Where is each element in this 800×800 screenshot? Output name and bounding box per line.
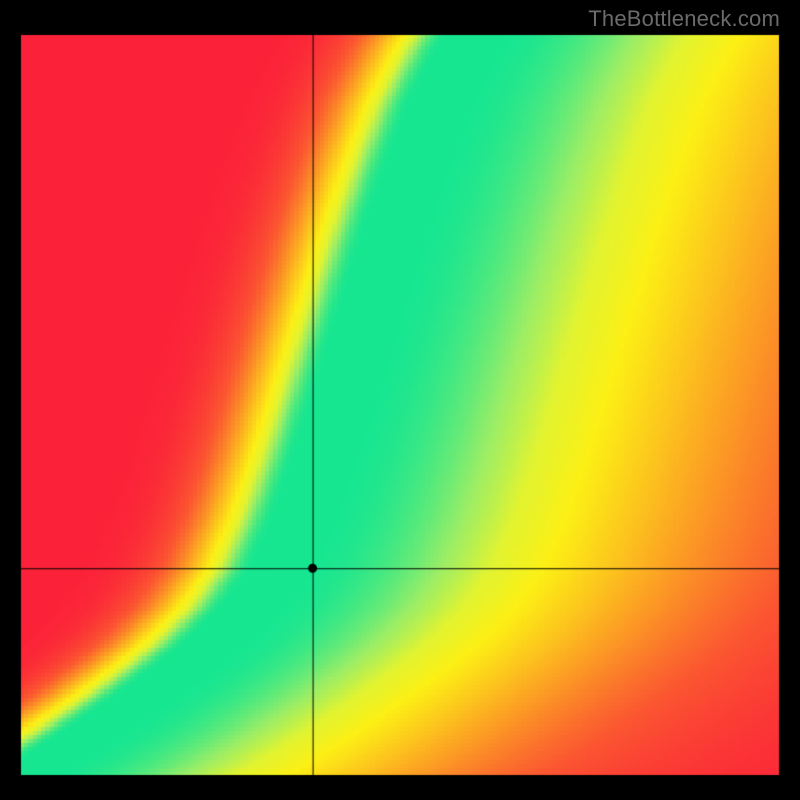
watermark-label: TheBottleneck.com (588, 6, 780, 32)
heatmap-canvas (0, 0, 800, 800)
chart-container: TheBottleneck.com (0, 0, 800, 800)
